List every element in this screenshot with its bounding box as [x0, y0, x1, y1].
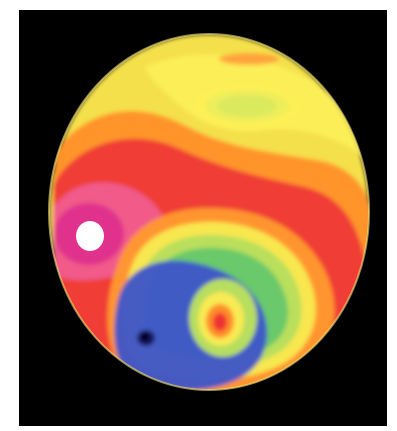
top-orange-spot [219, 53, 279, 65]
white-left-spot [76, 221, 104, 251]
sphere-surface [49, 34, 369, 390]
black-spot [141, 333, 149, 341]
sphere-rim [48, 33, 370, 391]
false-color-sphere-image [19, 10, 387, 426]
central-red-spot [213, 313, 227, 331]
black-panel [19, 10, 387, 426]
upper-light-region [145, 54, 366, 158]
